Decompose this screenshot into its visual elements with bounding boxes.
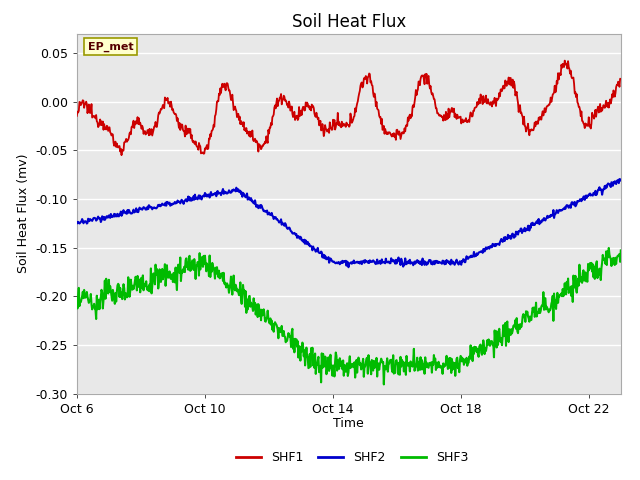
SHF1 — [561, 58, 568, 63]
SHF2 — [183, 199, 191, 204]
SHF3 — [355, 355, 362, 360]
SHF3 — [401, 360, 409, 366]
Title: Soil Heat Flux: Soil Heat Flux — [292, 12, 406, 31]
SHF2 — [147, 204, 154, 210]
Line: SHF2: SHF2 — [77, 179, 621, 267]
SHF1 — [73, 113, 81, 119]
Line: SHF3: SHF3 — [77, 248, 621, 384]
Line: SHF1: SHF1 — [77, 60, 621, 155]
Legend: SHF1, SHF2, SHF3: SHF1, SHF2, SHF3 — [231, 446, 473, 469]
SHF3 — [183, 264, 191, 270]
SHF1 — [617, 76, 625, 82]
X-axis label: Time: Time — [333, 417, 364, 430]
Text: EP_met: EP_met — [88, 42, 133, 52]
SHF3 — [380, 382, 388, 387]
SHF1 — [490, 101, 497, 107]
SHF2 — [617, 177, 625, 183]
SHF2 — [73, 219, 81, 225]
SHF1 — [147, 128, 155, 134]
SHF2 — [344, 264, 352, 270]
SHF2 — [490, 242, 497, 248]
SHF3 — [490, 341, 497, 347]
SHF3 — [617, 248, 625, 253]
SHF1 — [355, 91, 363, 96]
Y-axis label: Soil Heat Flux (mv): Soil Heat Flux (mv) — [17, 154, 29, 273]
SHF2 — [401, 255, 409, 261]
SHF2 — [355, 259, 363, 264]
SHF2 — [616, 176, 623, 182]
SHF3 — [73, 296, 81, 302]
SHF2 — [135, 207, 143, 213]
SHF1 — [401, 129, 409, 134]
SHF1 — [118, 152, 125, 158]
SHF3 — [147, 288, 154, 294]
SHF3 — [605, 245, 612, 251]
SHF1 — [184, 131, 191, 136]
SHF1 — [136, 121, 143, 127]
SHF3 — [135, 284, 143, 290]
